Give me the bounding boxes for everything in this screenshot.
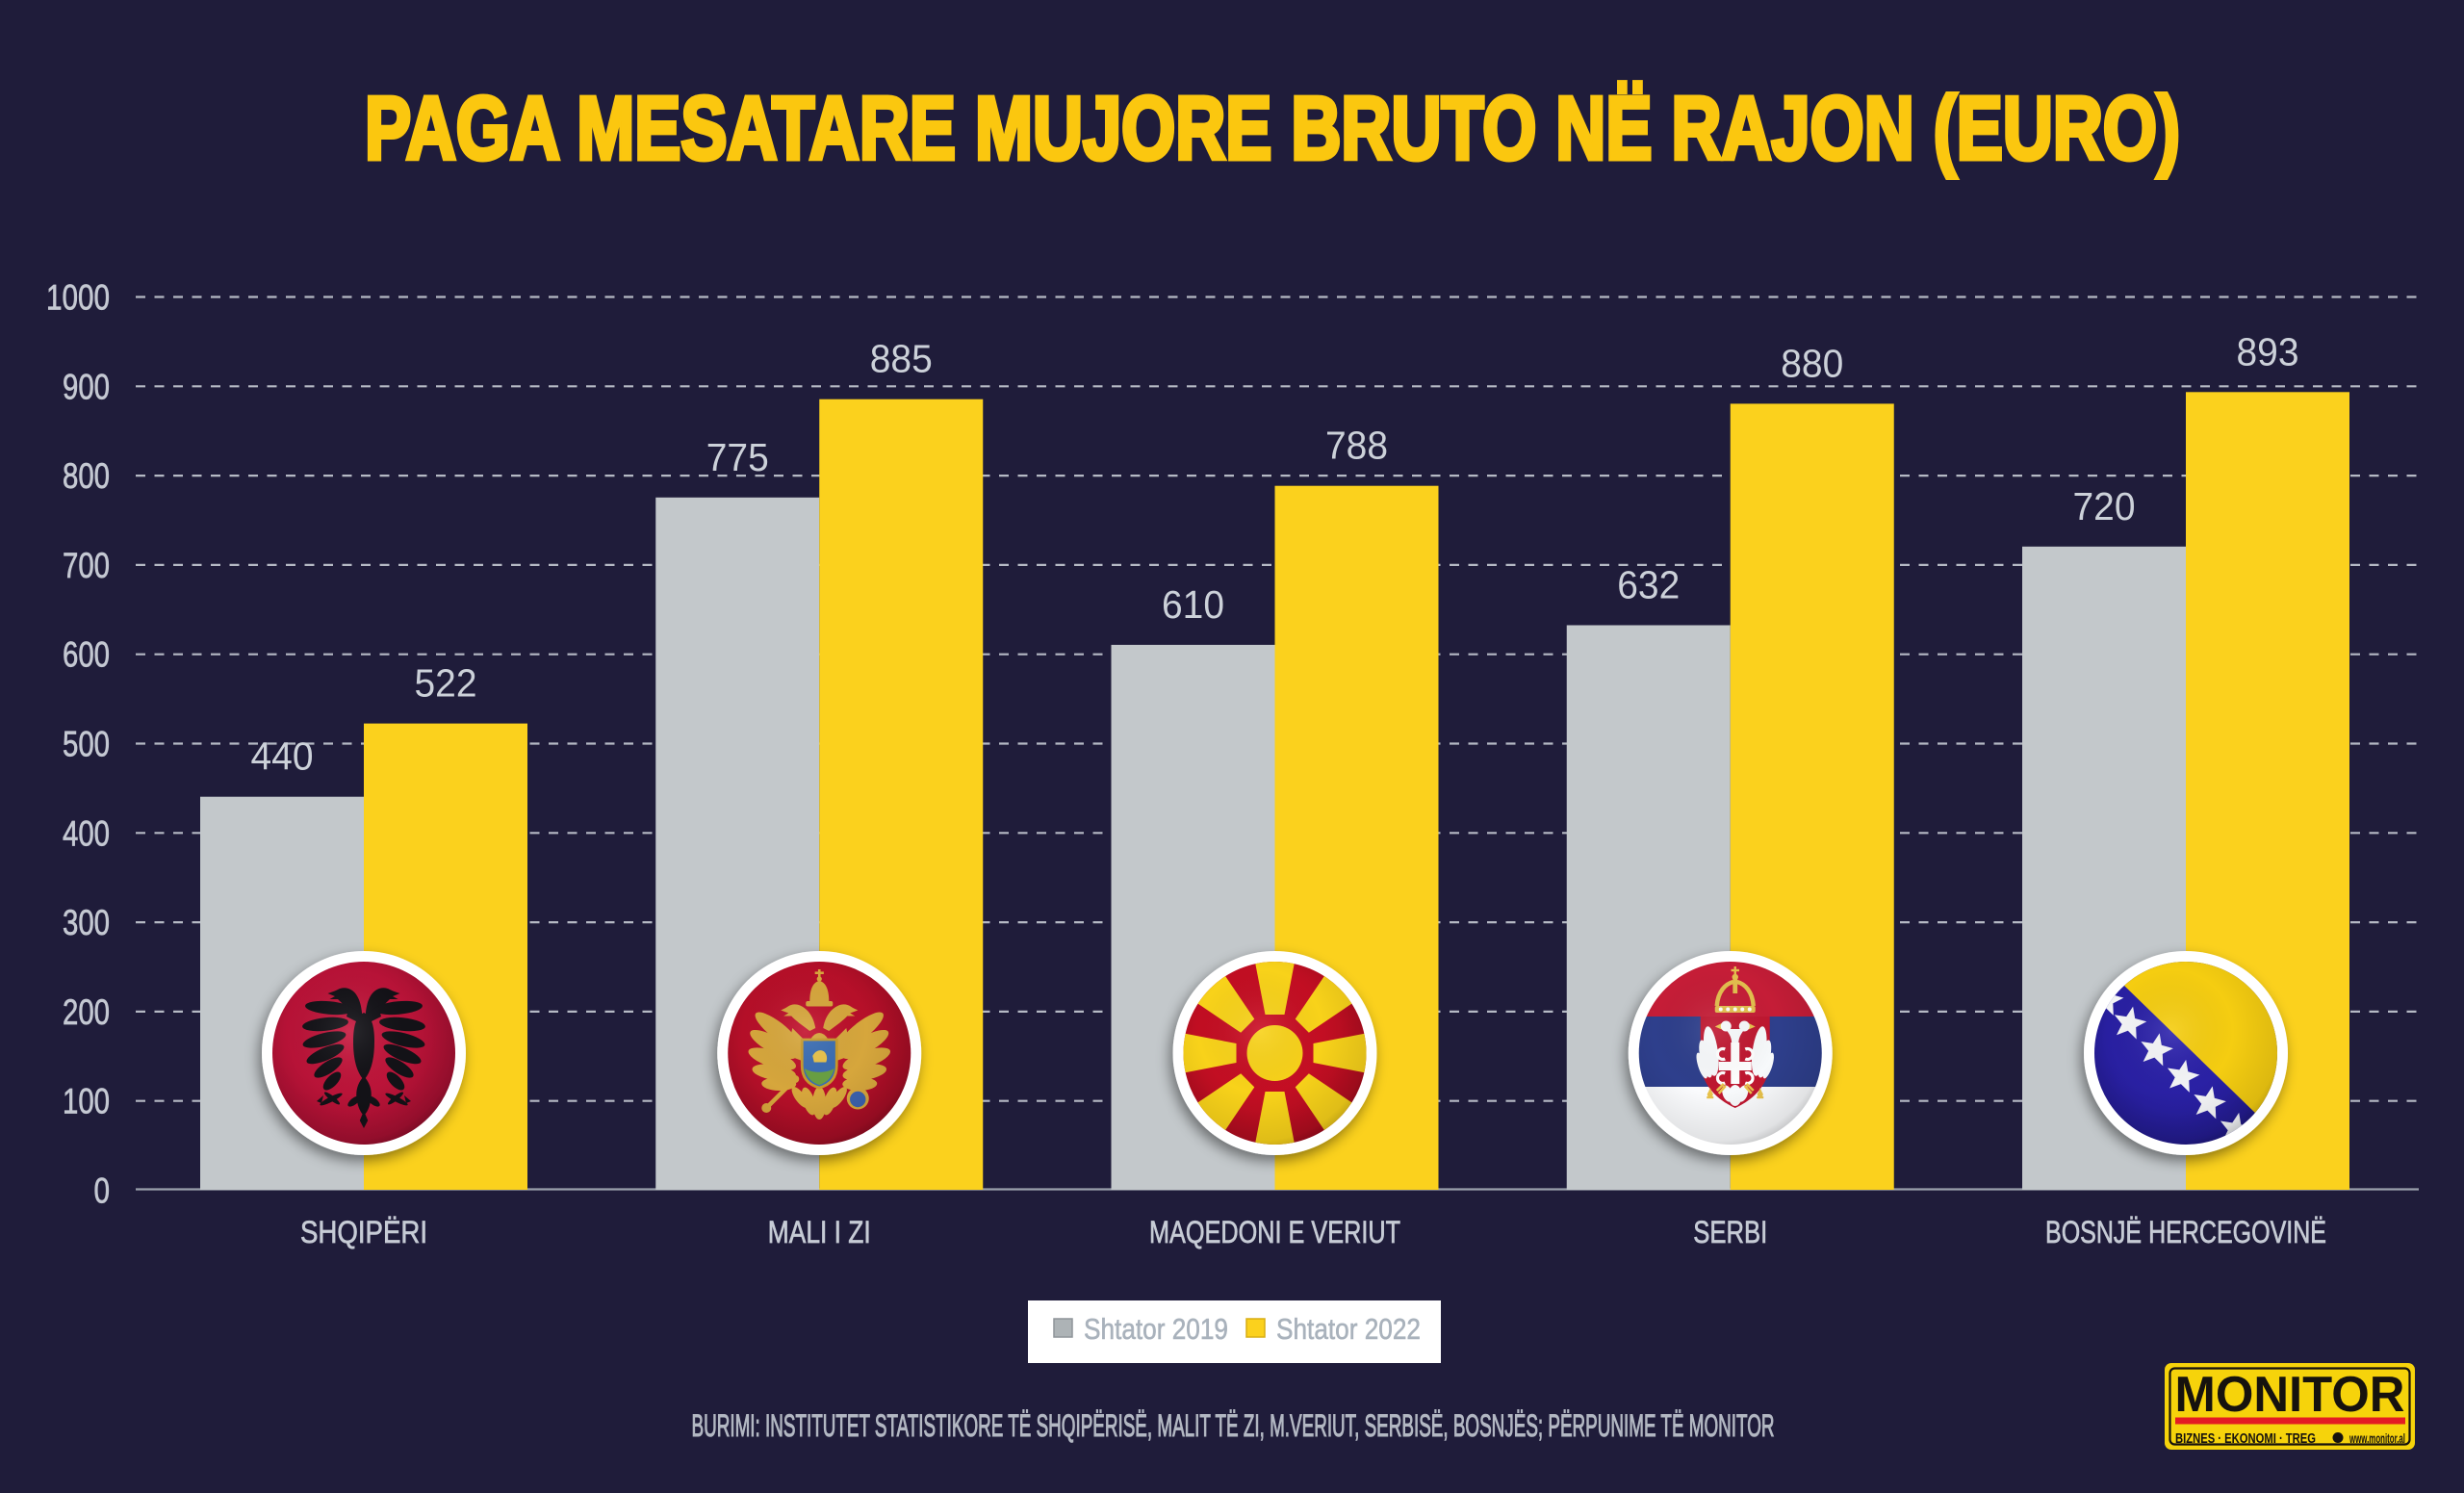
svg-text:900: 900 [63,367,110,406]
svg-text:720: 720 [2073,484,2136,528]
svg-text:0: 0 [94,1171,111,1211]
svg-text:BURIMI: INSTITUTET STATISTIKOR: BURIMI: INSTITUTET STATISTIKORE TË SHQIP… [692,1408,1775,1443]
svg-text:MAQEDONI E VERIUT: MAQEDONI E VERIUT [1149,1215,1400,1249]
svg-text:1000: 1000 [46,278,110,318]
svg-text:SHQIPËRI: SHQIPËRI [300,1215,427,1249]
svg-text:880: 880 [1781,341,1843,385]
svg-text:800: 800 [63,456,110,496]
svg-text:MONITOR: MONITOR [2175,1367,2405,1423]
svg-text:BIZNES · EKONOMI · TREG: BIZNES · EKONOMI · TREG [2175,1431,2316,1447]
svg-text:610: 610 [1162,582,1224,627]
svg-text:PAGA MESATARE MUJORE BRUTO NË: PAGA MESATARE MUJORE BRUTO NË RAJON (EUR… [365,78,2180,178]
svg-text:893: 893 [2237,329,2299,373]
svg-text:www.monitor.al: www.monitor.al [2348,1431,2405,1446]
svg-text:885: 885 [870,337,933,381]
svg-text:500: 500 [63,725,110,764]
svg-text:775: 775 [706,435,769,479]
svg-text:788: 788 [1325,424,1388,468]
svg-text:300: 300 [63,903,110,942]
svg-text:400: 400 [63,813,110,853]
svg-text:600: 600 [63,635,110,675]
svg-text:Shtator 2019: Shtator 2019 [1084,1312,1228,1346]
svg-text:440: 440 [251,734,314,779]
svg-text:SERBI: SERBI [1693,1215,1767,1249]
svg-text:BOSNJË HERCEGOVINË: BOSNJË HERCEGOVINË [2045,1215,2326,1249]
svg-text:Shtator 2022: Shtator 2022 [1276,1312,1421,1346]
svg-text:522: 522 [415,661,477,706]
svg-text:200: 200 [63,992,110,1032]
svg-text:100: 100 [63,1082,110,1121]
svg-text:632: 632 [1617,563,1680,607]
svg-text:MALI I ZI: MALI I ZI [768,1215,871,1249]
svg-text:700: 700 [63,546,110,585]
